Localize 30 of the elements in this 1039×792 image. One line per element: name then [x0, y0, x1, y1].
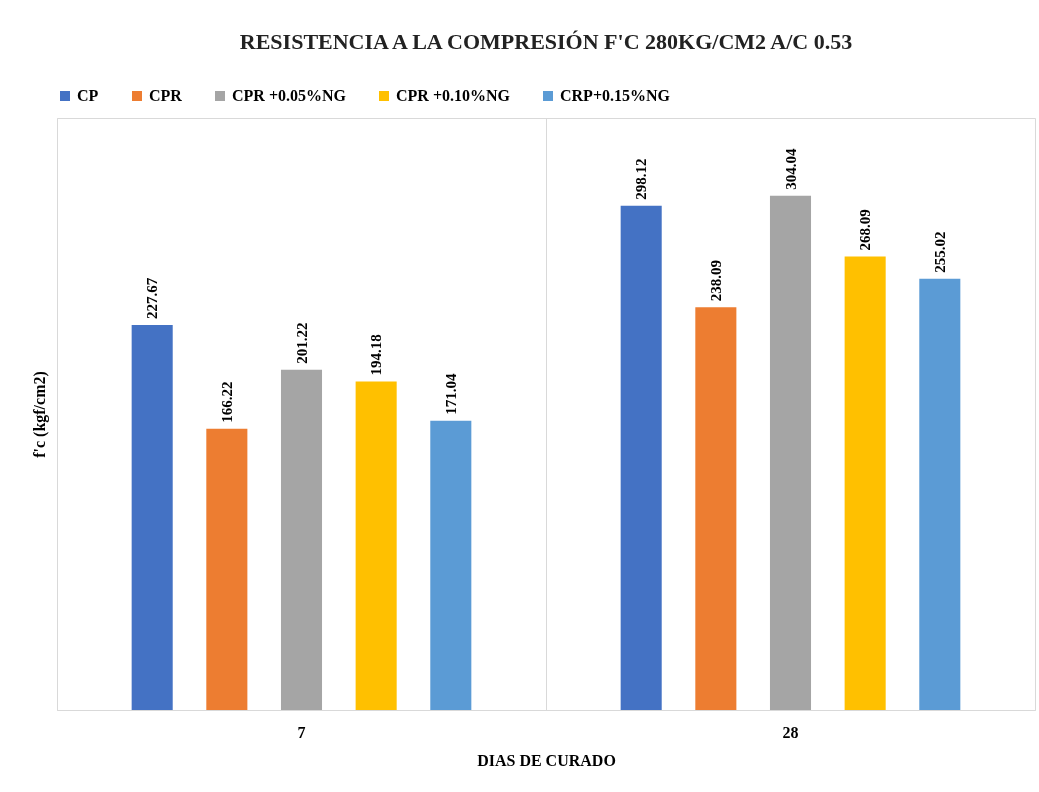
- data-label: 298.12: [633, 158, 650, 200]
- bar: [131, 324, 173, 710]
- data-label: 227.67: [144, 277, 161, 319]
- legend-label: CP: [77, 87, 99, 104]
- chart-title: RESISTENCIA A LA COMPRESIÓN F'C 280KG/CM2 A/C 0.53: [239, 29, 853, 54]
- data-label: 201.22: [293, 322, 310, 364]
- y-axis-title: f'c (kgf/cm2): [30, 371, 49, 458]
- bar: [280, 369, 323, 710]
- data-label: 268.09: [857, 209, 874, 251]
- bar: [620, 205, 662, 710]
- bar: [919, 278, 961, 710]
- legend-label: CPR +0.05%NG: [232, 87, 347, 104]
- data-label: 194.18: [368, 334, 385, 376]
- x-tick-label: 7: [297, 723, 306, 741]
- legend-label: CRP+0.15%NG: [560, 87, 671, 104]
- bar: [430, 420, 472, 710]
- data-label: 304.04: [782, 147, 799, 190]
- data-label: 166.22: [218, 381, 235, 423]
- bar: [844, 256, 886, 710]
- bar: [355, 381, 397, 710]
- bar: [695, 307, 737, 710]
- data-label: 238.09: [707, 260, 724, 302]
- legend-label: CPR +0.10%NG: [396, 87, 511, 104]
- data-label: 255.02: [931, 231, 948, 273]
- x-tick-label: 28: [782, 723, 799, 741]
- x-axis-title: DIAS DE CURADO: [477, 751, 616, 769]
- legend-label: CPR: [149, 87, 183, 104]
- bar: [206, 428, 248, 710]
- data-label: 171.04: [442, 372, 459, 415]
- bar: [769, 195, 812, 710]
